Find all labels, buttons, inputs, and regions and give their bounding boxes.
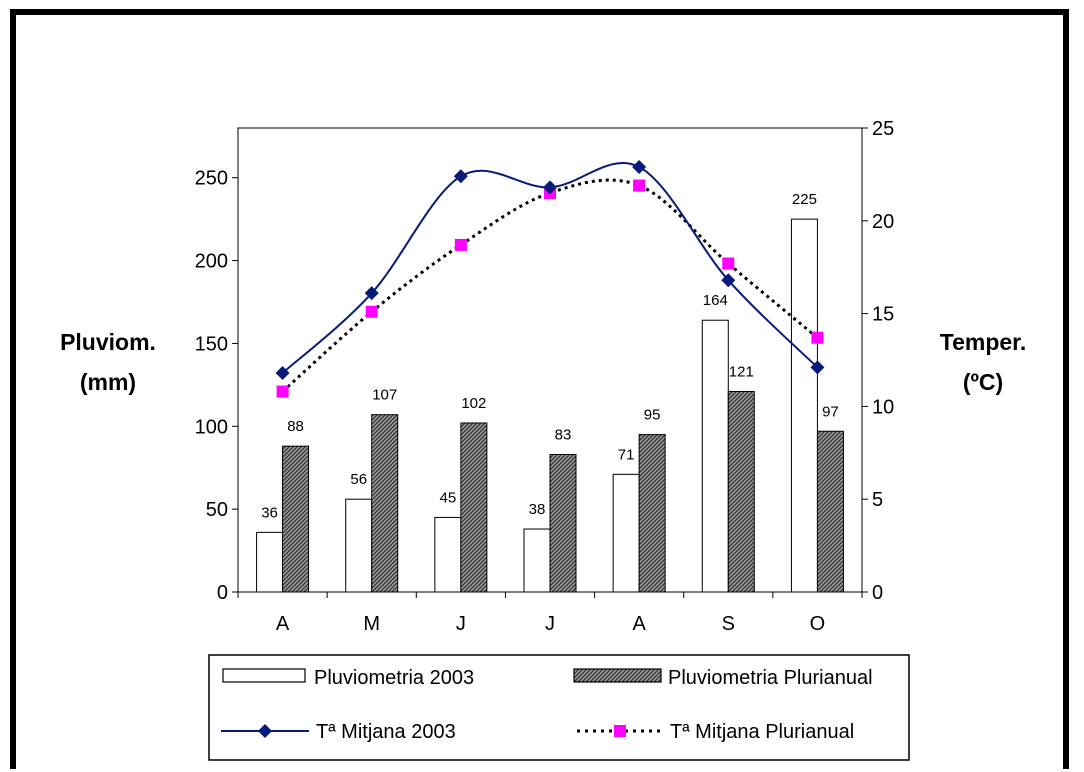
data-label-pluviometria-2003: 164 [703,292,728,309]
left-axis-title-line2: (mm) [80,369,136,395]
marker-tmitjana-2003 [632,159,647,174]
data-label-pluviometria-2003: 38 [529,501,546,518]
data-label-pluviometria-plurianual: 102 [461,395,486,412]
bar-pluviometria-2003 [790,218,818,593]
marker-tmitjana-plurianual [365,305,378,318]
legend-swatch-pluviometria-2003 [222,668,306,683]
bar-pluviometria-2003 [612,473,640,593]
x-tick-label: A [632,613,646,635]
marker-tmitjana-plurianual [811,331,824,344]
bar-pluviometria-2003 [523,528,551,593]
right-tick-label: 15 [872,304,894,326]
bar-pluviometria-2003 [345,498,373,593]
bar-pluviometria-plurianual [371,414,399,593]
chart-frame [10,9,1069,769]
bar-pluviometria-2003 [434,516,462,593]
legend: Pluviometria 2003 Pluviometria Plurianual… [208,654,910,761]
right-axis-title-line2: (ºC) [963,369,1003,395]
right-tick-label: 10 [872,396,894,418]
right-tick-label: 20 [872,211,894,233]
x-tick-label: A [276,613,290,635]
left-tick-label: 100 [195,416,228,438]
left-tick-label: 50 [206,499,228,521]
marker-tmitjana-2003 [364,286,379,301]
right-tick-label: 5 [872,489,883,511]
marker-tmitjana-2003 [275,365,290,380]
x-tick-label: J [545,613,555,635]
marker-tmitjana-2003 [453,169,468,184]
bar-pluviometria-2003 [701,319,729,593]
x-tick-label: O [810,613,826,635]
left-tick-label: 150 [195,333,228,355]
x-tick-label: J [456,613,466,635]
bar-pluviometria-plurianual [282,445,310,593]
bar-pluviometria-plurianual [727,390,755,593]
legend-label-tmitjana-plurianual: Tª Mitjana Plurianual [670,721,854,743]
marker-tmitjana-plurianual [454,238,467,251]
left-tick-label: 200 [195,251,228,273]
legend-label-tmitjana-2003: Tª Mitjana 2003 [316,721,456,743]
legend-swatch-pluviometria-plurianual [573,668,662,683]
bar-pluviometria-plurianual [638,434,666,593]
marker-tmitjana-2003 [721,273,736,288]
left-axis-title-line1: Pluviom. [60,329,156,355]
bar-pluviometria-plurianual [549,453,577,593]
x-tick-label: S [722,613,735,635]
right-tick-label: 0 [872,582,883,604]
data-label-pluviometria-2003: 45 [440,489,457,506]
data-label-pluviometria-plurianual: 121 [729,363,754,380]
marker-tmitjana-2003 [543,180,557,195]
left-tick-label: 250 [195,168,228,190]
bar-pluviometria-plurianual [816,430,844,593]
legend-marker-tmitjana-2003 [258,724,272,738]
marker-tmitjana-plurianual [633,179,646,192]
data-label-pluviometria-plurianual: 88 [287,418,304,435]
data-label-pluviometria-plurianual: 97 [822,403,839,420]
bar-pluviometria-2003 [256,531,284,593]
data-label-pluviometria-plurianual: 95 [644,407,661,424]
data-label-pluviometria-2003: 71 [618,446,635,463]
legend-marker-tmitjana-plurianual [614,725,626,737]
x-tick-label: M [363,613,380,635]
data-label-pluviometria-2003: 36 [261,504,278,521]
data-label-pluviometria-plurianual: 107 [372,387,397,404]
marker-tmitjana-2003 [810,360,825,375]
legend-label-pluviometria-2003: Pluviometria 2003 [314,667,474,689]
data-label-pluviometria-2003: 225 [792,191,817,208]
legend-label-pluviometria-plurianual: Pluviometria Plurianual [668,667,873,689]
left-tick-label: 0 [217,582,228,604]
data-label-pluviometria-2003: 56 [350,471,367,488]
marker-tmitjana-plurianual [276,385,289,398]
right-axis-title-line1: Temper. [940,329,1027,355]
marker-tmitjana-plurianual [722,257,735,270]
bar-pluviometria-plurianual [460,422,488,593]
data-label-pluviometria-plurianual: 83 [555,426,572,443]
legend-box [208,654,910,761]
right-tick-label: 25 [872,118,894,140]
